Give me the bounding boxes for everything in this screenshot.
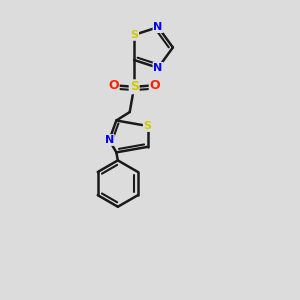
Text: S: S [130, 80, 139, 93]
Text: O: O [150, 79, 160, 92]
Text: S: S [130, 30, 138, 40]
Text: S: S [144, 121, 152, 131]
Text: O: O [108, 79, 119, 92]
Text: N: N [154, 63, 163, 73]
Text: N: N [154, 22, 163, 32]
Text: N: N [105, 135, 114, 145]
